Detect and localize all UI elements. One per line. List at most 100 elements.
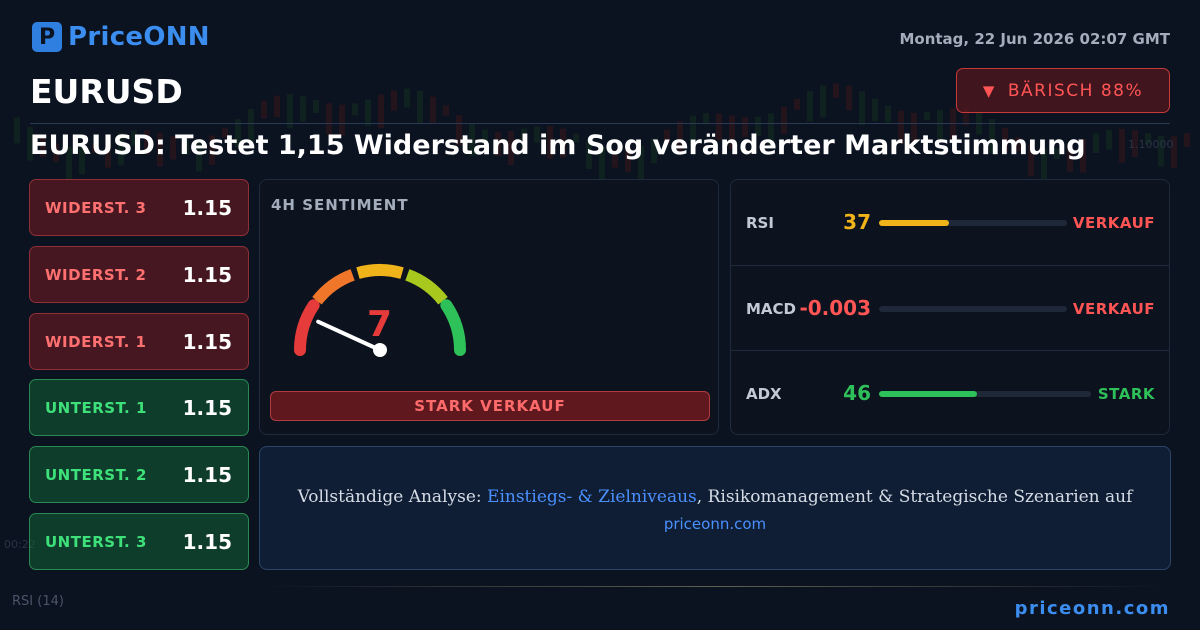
bg-candle [651, 138, 657, 164]
promo-banner[interactable]: Vollständige Analyse: Einstiegs- & Zieln… [259, 446, 1171, 570]
bg-candle [586, 140, 592, 170]
bg-candle [118, 133, 124, 166]
bg-candle [417, 90, 423, 125]
level-value: 1.15 [182, 395, 232, 420]
indicator-name: ADX [746, 385, 782, 403]
bg-candle [1080, 139, 1086, 173]
gauge-hub [373, 343, 387, 357]
indicator-signal: VERKAUF [1072, 300, 1155, 318]
symbol-title: EURUSD [30, 72, 183, 111]
bg-candle [729, 115, 735, 150]
bg-candle [495, 131, 501, 156]
bg-candle [92, 143, 98, 153]
level-value: 1.15 [182, 462, 232, 487]
logo-mark-icon: P [32, 22, 62, 52]
bg-candle [690, 115, 696, 147]
bg-candle [573, 133, 579, 143]
bias-label: BÄRISCH 88% [1007, 80, 1144, 101]
sentiment-gauge-panel: 4H SENTIMENT 7 STARK VERKAUF [259, 179, 719, 435]
bg-candle [508, 130, 514, 165]
level-support-3: UNTERST. 3 1.15 [29, 513, 249, 570]
bg-candle [547, 126, 553, 159]
bg-candle [755, 116, 761, 137]
bg-candle [157, 132, 163, 167]
bg-candle [482, 129, 488, 145]
bg-candle [664, 129, 670, 144]
bg-candle [209, 135, 215, 165]
bg-candle [1041, 148, 1047, 179]
bg-candle [1171, 136, 1177, 168]
bg-candle [820, 85, 826, 118]
level-value: 1.15 [182, 529, 232, 554]
promo-text: Vollständige Analyse: Einstiegs- & Zieln… [260, 487, 1170, 507]
level-label: WIDERST. 3 [45, 198, 147, 217]
bg-candle [40, 136, 46, 158]
indicator-bar-track [879, 391, 1091, 397]
bg-candle [612, 150, 618, 168]
bg-candle [248, 108, 254, 143]
indicator-value: 37 [843, 210, 871, 234]
bg-candle [53, 143, 59, 162]
bias-badge: ▼ BÄRISCH 88% [956, 68, 1170, 113]
level-support-2: UNTERST. 2 1.15 [29, 446, 249, 503]
bg-candle [1158, 135, 1164, 167]
indicator-signal: VERKAUF [1072, 214, 1155, 232]
bg-candle [287, 94, 293, 129]
bg-candle [443, 105, 449, 116]
bg-candle [391, 90, 397, 111]
bg-candle [339, 104, 345, 136]
bg-candle [781, 106, 787, 134]
level-value: 1.15 [182, 329, 232, 354]
level-label: UNTERST. 2 [45, 465, 147, 484]
footer-rsi-label: RSI (14) [12, 594, 64, 609]
level-value: 1.15 [182, 262, 232, 287]
bg-candle [1106, 129, 1112, 150]
indicator-value: 46 [843, 381, 871, 405]
gauge-needle [316, 319, 382, 352]
gauge-signal: STARK VERKAUF [270, 391, 710, 421]
bg-candle [963, 108, 969, 126]
bg-candle [66, 147, 72, 181]
bg-candle [1054, 148, 1060, 160]
level-value: 1.15 [182, 195, 232, 220]
indicator-name: MACD [746, 300, 796, 318]
bg-candle [885, 105, 891, 123]
bg-candle [1067, 144, 1073, 172]
indicator-bar-fill [879, 220, 949, 226]
indicator-adx: ADX 46 STARK [731, 350, 1169, 435]
bg-candle [1093, 133, 1099, 154]
bg-candle [14, 117, 20, 144]
bg-candle [872, 98, 878, 121]
bg-candle [378, 94, 384, 129]
indicator-macd: MACD -0.003 VERKAUF [731, 265, 1169, 350]
bg-candle [456, 115, 462, 146]
promo-url-link[interactable]: priceonn.com [663, 515, 767, 533]
bg-candle [768, 113, 774, 147]
bg-candle [404, 88, 410, 108]
bg-candle [1015, 137, 1021, 152]
bg-candle [222, 128, 228, 138]
bg-candle [1119, 128, 1125, 163]
bg-candle [846, 85, 852, 111]
gauge-arc-segment [440, 299, 466, 356]
bg-candle [625, 150, 631, 172]
level-support-1: UNTERST. 1 1.15 [29, 379, 249, 436]
bg-candle [560, 128, 566, 158]
bg-candle [79, 146, 85, 175]
brand-name: PriceONN [68, 22, 210, 52]
bg-candle [365, 99, 371, 126]
promo-highlight-link[interactable]: Einstiegs- & Zielniveaus [487, 487, 697, 507]
bg-candle [170, 136, 176, 160]
promo-prefix: Vollständige Analyse: [297, 487, 488, 507]
brand-logo[interactable]: P PriceONN [32, 22, 210, 52]
bg-candle [898, 110, 904, 144]
bg-candle [599, 146, 605, 180]
footer-url-link[interactable]: priceonn.com [1014, 598, 1170, 619]
level-resistance-2: WIDERST. 2 1.15 [29, 246, 249, 303]
bg-candle [859, 91, 865, 126]
indicator-value: -0.003 [799, 296, 871, 320]
bg-candle [352, 103, 358, 116]
gauge-arc-segment [294, 299, 320, 356]
bg-candle [716, 113, 722, 141]
